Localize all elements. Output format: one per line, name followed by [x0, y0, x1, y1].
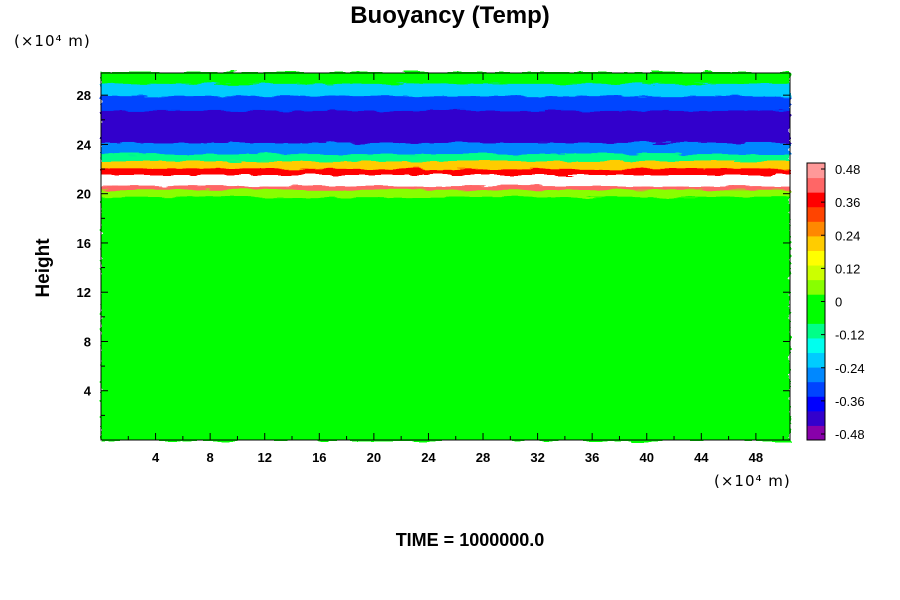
- x-axis-unit: (×10⁴ m): [714, 472, 791, 490]
- colorbar-tick-label-6: -0.24: [835, 361, 865, 376]
- colorbar-swatch-6: [807, 337, 825, 354]
- heatmap-band-6: [101, 152, 790, 162]
- y-tick-label-16: 16: [77, 236, 91, 251]
- colorbar-swatch-10: [807, 279, 825, 295]
- y-tick-label-24: 24: [77, 137, 92, 152]
- colorbar-tick-label-7: -0.36: [835, 394, 865, 409]
- colorbar-swatch-14: [807, 221, 825, 237]
- colorbar-swatch-16: [807, 192, 825, 208]
- x-tick-label-48: 48: [749, 450, 763, 465]
- colorbar-tick-label-2: 0.24: [835, 228, 860, 243]
- x-tick-label-12: 12: [257, 450, 271, 465]
- colorbar-swatch-18: [807, 163, 825, 179]
- y-tick-label-20: 20: [77, 187, 91, 202]
- colorbar-swatch-1: [807, 410, 825, 426]
- heatmap-band-5: [101, 159, 790, 169]
- colorbar-swatch-8: [807, 308, 825, 324]
- x-tick-label-36: 36: [585, 450, 599, 465]
- plot-frame: [100, 72, 791, 441]
- colorbar-swatch-17: [807, 177, 825, 193]
- colorbar-swatch-3: [807, 381, 825, 397]
- y-tick-label-4: 4: [84, 384, 92, 399]
- colorbar-swatch-7: [807, 323, 825, 339]
- colorbar-swatch-2: [807, 396, 825, 412]
- x-tick-label-4: 4: [152, 450, 160, 465]
- colorbar-swatch-13: [807, 235, 825, 251]
- colorbar-swatch-15: [807, 206, 825, 222]
- time-label: TIME = 1000000.0: [395, 530, 545, 550]
- x-tick-label-20: 20: [367, 450, 381, 465]
- heatmap-band-3: [101, 172, 790, 187]
- x-tick-label-8: 8: [207, 450, 214, 465]
- x-tick-label-28: 28: [476, 450, 490, 465]
- x-tick-label-24: 24: [421, 450, 436, 465]
- colorbar-swatch-12: [807, 250, 825, 266]
- colorbar-swatch-0: [807, 425, 825, 441]
- heatmap-band-4: [101, 166, 790, 175]
- chart-title: Buoyancy (Temp): [350, 2, 550, 29]
- y-tick-label-12: 12: [77, 285, 91, 300]
- colorbar-tick-label-5: -0.12: [835, 328, 865, 343]
- heatmap-band-10: [101, 81, 790, 97]
- heatmap-band-9: [101, 94, 790, 111]
- heatmap-band-11: [101, 72, 790, 84]
- y-axis-unit: (×10⁴ m): [14, 32, 91, 50]
- colorbar: 0.48 0.36 0.24 0.12 0 -0.12 -0.24 -0.36 -0.48: [806, 162, 865, 442]
- y-tick-label-28: 28: [77, 88, 91, 103]
- colorbar-tick-label-4: 0: [835, 295, 842, 310]
- heatmap-field: [101, 72, 790, 441]
- colorbar-swatch-4: [807, 367, 825, 383]
- colorbar-tick-label-0: 0.48: [835, 162, 860, 177]
- colorbar-tick-label-3: 0.12: [835, 261, 860, 276]
- x-tick-label-16: 16: [312, 450, 326, 465]
- y-tick-label-8: 8: [84, 334, 91, 349]
- colorbar-swatch-11: [807, 265, 825, 281]
- x-tick-label-40: 40: [640, 450, 654, 465]
- heatmap-band-0: [101, 195, 790, 441]
- colorbar-swatch-5: [807, 352, 825, 368]
- x-axis: 4 8 12 16 20 24 28 32 36 40 44 48: [127, 73, 784, 465]
- heatmap-band-2: [101, 184, 790, 190]
- y-axis: 4 8 12 16 20 24 28: [77, 88, 790, 416]
- heatmap-band-1: [101, 187, 790, 198]
- colorbar-swatch-9: [807, 294, 825, 310]
- x-tick-label-44: 44: [694, 450, 709, 465]
- colorbar-tick-label-8: -0.48: [835, 427, 865, 442]
- x-tick-label-32: 32: [530, 450, 544, 465]
- colorbar-tick-label-1: 0.36: [835, 195, 860, 210]
- heatmap-band-8: [101, 108, 790, 143]
- heatmap-band-7: [101, 140, 790, 155]
